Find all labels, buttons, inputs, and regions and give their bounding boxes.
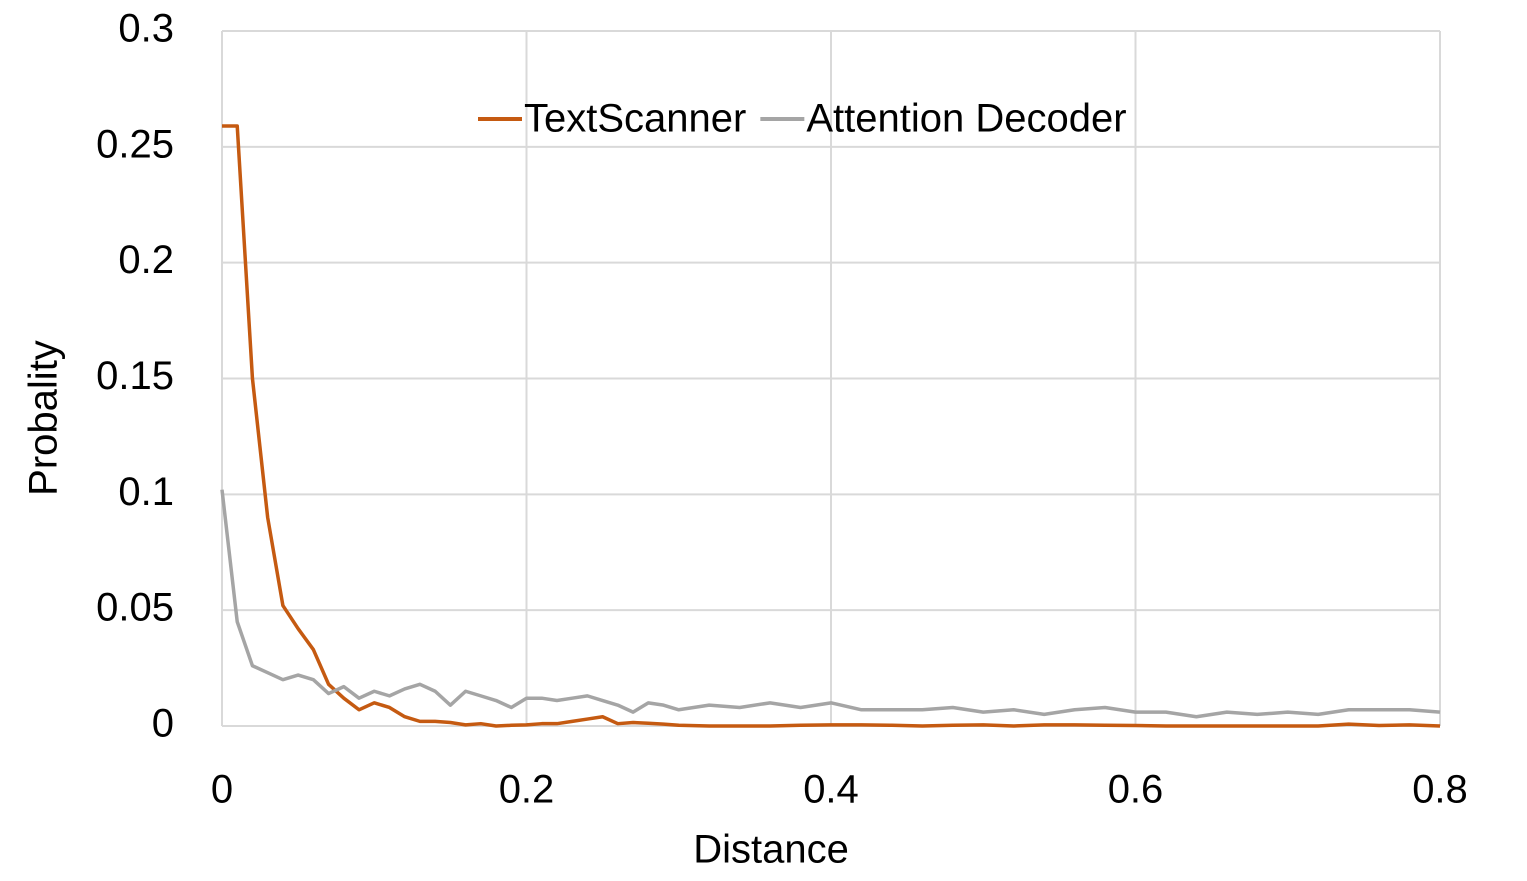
x-axis-title: Distance bbox=[693, 828, 849, 872]
y-tick-label: 0 bbox=[152, 702, 174, 746]
y-tick-label: 0.2 bbox=[118, 238, 174, 282]
x-tick-label: 0 bbox=[211, 768, 233, 812]
x-tick-label: 0.4 bbox=[803, 768, 859, 812]
legend-label: TextScanner bbox=[524, 97, 746, 141]
y-axis-title: Probality bbox=[22, 340, 66, 496]
x-tick-label: 0.6 bbox=[1108, 768, 1164, 812]
y-tick-label: 0.15 bbox=[96, 354, 174, 398]
legend-label: Attention Decoder bbox=[806, 97, 1126, 141]
y-tick-label: 0.25 bbox=[96, 122, 174, 166]
y-tick-label: 0.1 bbox=[118, 470, 174, 514]
x-tick-label: 0.8 bbox=[1412, 768, 1468, 812]
x-tick-label: 0.2 bbox=[499, 768, 555, 812]
line bbox=[220, 489, 1441, 719]
y-tick-label: 0.3 bbox=[118, 7, 174, 51]
y-tick-label: 0.05 bbox=[96, 586, 174, 630]
line bbox=[222, 124, 1441, 728]
